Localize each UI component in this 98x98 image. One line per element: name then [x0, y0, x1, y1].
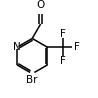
Text: Br: Br — [26, 75, 38, 85]
Text: O: O — [36, 0, 45, 10]
Text: F: F — [60, 56, 66, 66]
Text: F: F — [74, 42, 80, 52]
Text: N: N — [13, 42, 21, 52]
Text: F: F — [60, 29, 66, 39]
